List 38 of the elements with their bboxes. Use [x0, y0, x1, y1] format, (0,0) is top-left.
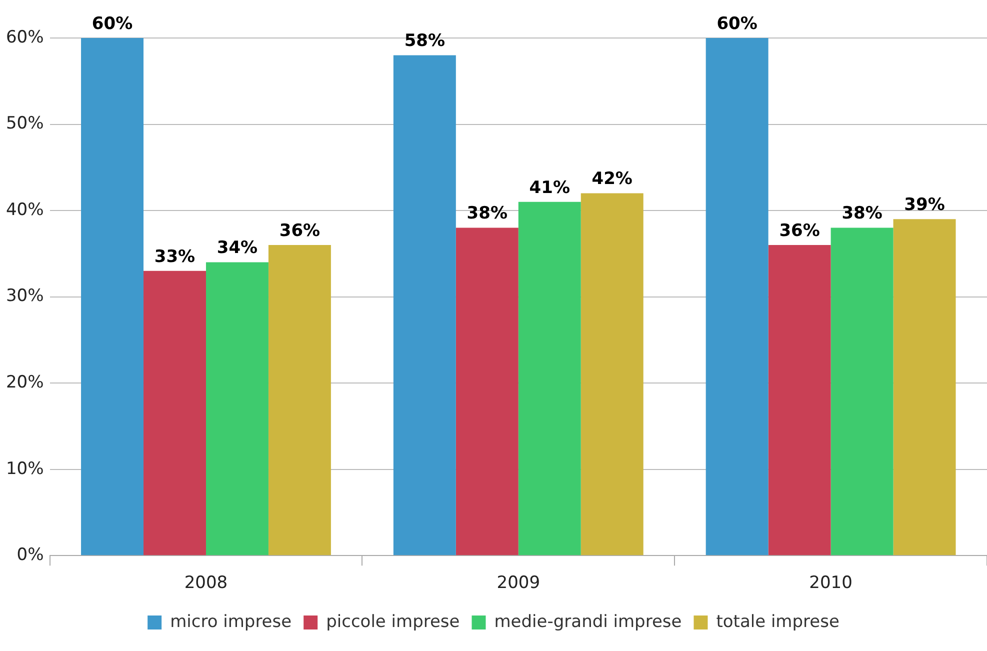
bar: [518, 202, 581, 556]
bar: [830, 228, 894, 556]
data-label: 42%: [592, 169, 632, 190]
x-tick-label: 2008: [184, 573, 228, 594]
legend-label: totale imprese: [716, 612, 840, 632]
bar: [268, 245, 331, 556]
y-tick-label: 0%: [16, 545, 44, 566]
data-label: 36%: [279, 220, 320, 241]
data-label: 39%: [904, 195, 945, 216]
legend-label: medie-grandi imprese: [494, 612, 682, 632]
y-tick-label: 60%: [6, 27, 44, 48]
bar: [206, 262, 268, 556]
data-label: 58%: [404, 31, 446, 52]
data-label: 60%: [92, 14, 133, 34]
bar: [456, 228, 518, 556]
bar: [393, 55, 456, 556]
bar: [144, 270, 206, 556]
data-label: 60%: [716, 14, 758, 34]
y-tick-label: 30%: [6, 286, 44, 306]
y-tick-label: 50%: [6, 114, 44, 134]
bar: [768, 245, 831, 556]
x-tick-label: 2009: [496, 573, 540, 594]
data-label: 33%: [154, 246, 196, 267]
x-tick-label: 2010: [809, 573, 852, 594]
data-label: 38%: [842, 204, 882, 224]
bar: [893, 219, 956, 556]
bar: [706, 38, 768, 556]
y-tick-label: 40%: [6, 200, 44, 220]
data-label: 38%: [466, 204, 508, 224]
legend-label: micro imprese: [170, 612, 292, 632]
bar: [81, 38, 144, 556]
bar: [580, 193, 644, 556]
data-label: 41%: [529, 178, 570, 198]
legend-label: piccole imprese: [326, 612, 460, 632]
y-tick-label: 10%: [6, 458, 44, 479]
data-label: 34%: [216, 238, 258, 258]
y-tick-label: 20%: [6, 372, 44, 392]
data-label: 36%: [779, 220, 820, 241]
